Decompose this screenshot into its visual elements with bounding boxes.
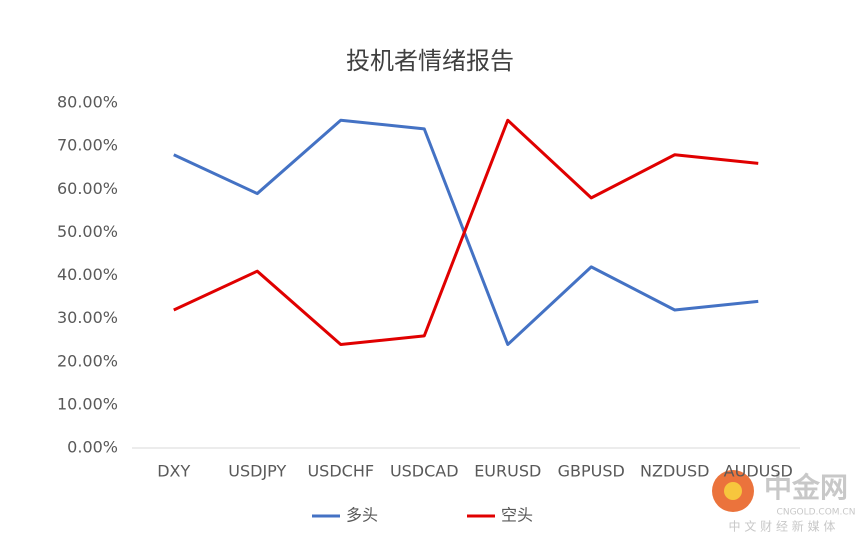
x-tick-label: USDCAD — [390, 462, 459, 481]
y-tick-label: 50.00% — [57, 222, 118, 241]
x-tick-label: GBPUSD — [558, 462, 625, 481]
y-tick-label: 10.00% — [57, 394, 118, 413]
y-tick-label: 40.00% — [57, 265, 118, 284]
y-tick-label: 80.00% — [57, 93, 118, 112]
watermark-logo-center — [724, 482, 742, 500]
watermark: 中金网 CNGOLD.COM.CN 中 文 财 经 新 媒 体 — [712, 470, 855, 534]
x-tick-label: USDCHF — [307, 462, 374, 481]
y-tick-label: 0.00% — [67, 438, 118, 457]
x-tick-label: AUDUSD — [724, 462, 793, 481]
watermark-domain: CNGOLD.COM.CN — [777, 508, 856, 518]
x-tick-label: NZDUSD — [640, 462, 709, 481]
chart-title: 投机者情绪报告 — [346, 47, 514, 75]
y-tick-label: 70.00% — [57, 136, 118, 155]
legend-label: 多头 — [346, 506, 378, 525]
y-tick-label: 60.00% — [57, 179, 118, 198]
x-tick-label: EURUSD — [474, 462, 541, 481]
series-line — [173, 118, 759, 346]
x-tick-label: USDJPY — [228, 462, 286, 481]
y-tick-label: 30.00% — [57, 308, 118, 327]
series-line — [173, 118, 759, 346]
watermark-brand: 中金网 — [764, 471, 848, 504]
legend-label: 空头 — [501, 506, 533, 525]
y-tick-label: 20.00% — [57, 351, 118, 370]
x-tick-label: DXY — [157, 462, 190, 481]
watermark-slogan: 中 文 财 经 新 媒 体 — [729, 519, 836, 534]
